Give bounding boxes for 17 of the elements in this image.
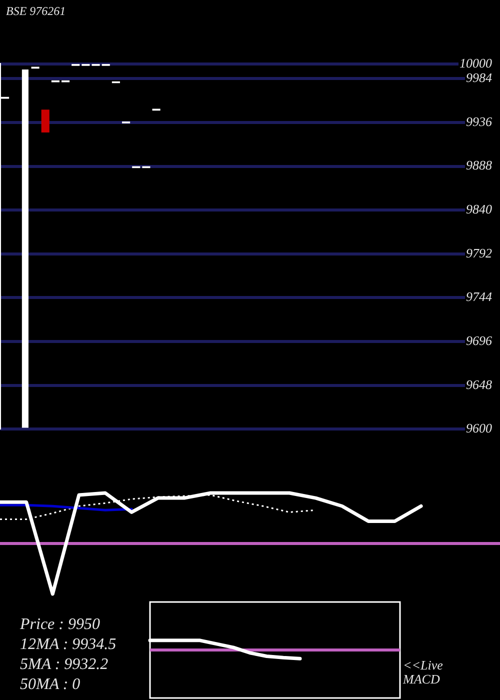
text: 50MA : 0 bbox=[20, 676, 80, 694]
y-tick-label: 9744 bbox=[466, 289, 492, 304]
text: Price : 9950 bbox=[19, 616, 100, 634]
chart-title: BSE 976261 bbox=[6, 4, 66, 18]
text: 12MA : 9934.5 bbox=[20, 636, 116, 654]
y-tick-label: 9840 bbox=[466, 202, 492, 216]
candlestick bbox=[41, 110, 50, 132]
y-tick-label: 9648 bbox=[466, 376, 492, 392]
y-tick-label: 9696 bbox=[466, 332, 492, 348]
y-tick-label: 9888 bbox=[466, 158, 492, 173]
text: <<Live MACD bbox=[402, 657, 444, 687]
y-tick-label: 9600 bbox=[466, 420, 492, 436]
y-tick-label: 9984 bbox=[466, 70, 492, 86]
y-tick-label: 9792 bbox=[466, 245, 492, 260]
y-tick-label: 9936 bbox=[466, 114, 492, 129]
text: 5MA : 9932.2 bbox=[20, 656, 108, 674]
y-tick-label: 10000 bbox=[460, 55, 492, 70]
